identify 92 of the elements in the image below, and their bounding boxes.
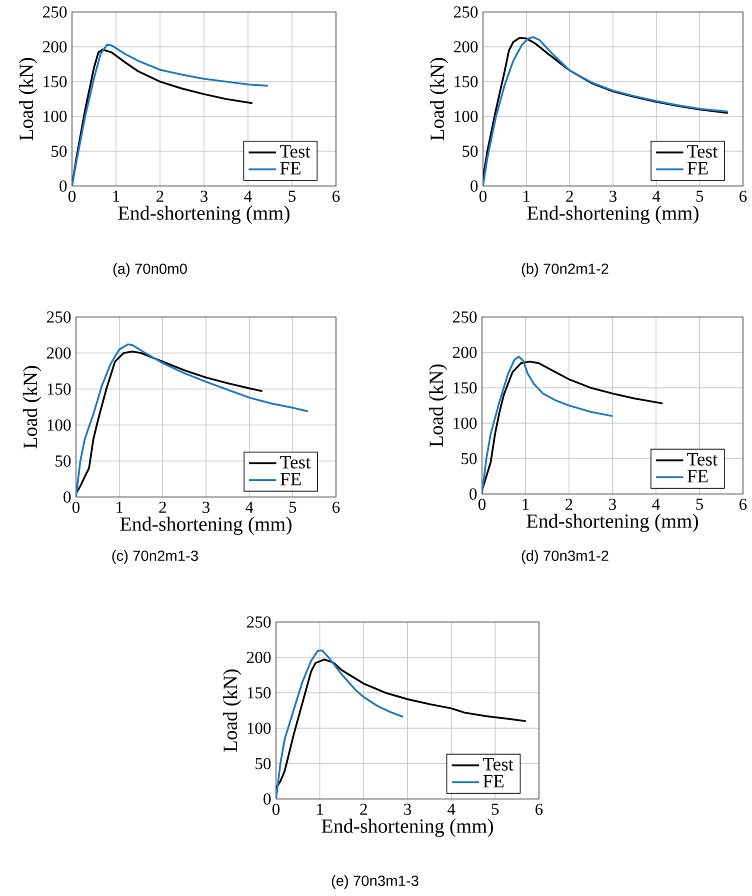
x-tick-label: 6 [332,190,340,202]
x-axis-title: End-shortening (mm) [120,516,292,535]
x-tick-label: 4 [448,804,456,815]
y-tick-label: 0 [470,180,478,192]
x-tick-label: 3 [202,502,210,513]
y-tick-label: 100 [454,110,478,122]
line-series [76,343,309,498]
y-tick-label: 200 [453,346,477,358]
y-tick-label: 250 [43,6,67,18]
text: (b) 70n2m1-2 [522,263,608,277]
legend-label: Test [687,453,718,466]
x-tick-label: 2 [566,498,572,510]
legend-label: FE [280,162,301,174]
x-tick-label: 3 [609,498,616,510]
y-tick-label: 100 [48,419,71,431]
x-tick-label: 5 [696,498,704,510]
y-tick-label: 150 [454,382,477,394]
y-tick-label: 200 [47,347,71,359]
y-axis-title: Load (kN) [19,58,38,140]
x-tick-label: 1 [113,190,120,202]
y-tick-label: 150 [454,76,478,88]
line-series [482,356,614,494]
y-tick-label: 250 [454,6,478,18]
x-tick-label: 2 [566,190,574,202]
x-tick-label: 2 [159,502,166,513]
x-tick-label: 3 [404,804,412,815]
x-tick-label: 0 [480,190,487,202]
x-tick-label: 5 [290,502,296,513]
y-tick-label: 0 [60,180,67,192]
x-tick-label: 0 [72,502,80,513]
legend-label: FE [280,472,301,486]
x-axis-title: End-shortening (mm) [118,206,290,224]
y-tick-label: 250 [47,311,71,323]
text: (e) 70n3m1-3 [332,875,419,889]
y-tick-label: 250 [453,311,477,323]
y-tick-label: 200 [43,41,67,52]
y-tick-label: 100 [44,110,67,122]
legend-label: Test [280,456,311,469]
x-tick-label: 6 [740,498,747,510]
x-axis-title: End-shortening (mm) [526,514,698,532]
x-axis-title: End-shortening (mm) [527,206,699,224]
x-tick-label: 3 [200,190,208,202]
x-tick-label: 5 [492,804,499,815]
y-tick-label: 0 [470,488,477,500]
legend-label: FE [483,775,504,788]
legend-label: Test [280,145,311,158]
x-tick-label: 4 [244,190,252,202]
x-tick-label: 6 [536,804,543,815]
x-tick-label: 6 [740,190,747,202]
y-tick-label: 150 [48,383,71,395]
text: (c) 70n2m1-3 [112,550,198,564]
x-tick-label: 1 [524,190,530,202]
x-tick-label: 1 [522,498,529,510]
y-tick-label: 100 [454,418,477,429]
y-tick-label: 50 [56,455,71,467]
x-tick-label: 1 [317,804,324,815]
legend-label: Test [483,758,514,771]
y-tick-label: 250 [247,616,271,628]
text: (a) 70n0m0 [114,263,188,277]
x-tick-label: 5 [696,190,704,202]
legend-label: FE [688,162,708,174]
y-tick-label: 50 [52,146,67,157]
y-tick-label: 200 [454,41,478,52]
x-tick-label: 2 [360,804,368,815]
legend-label: Test [687,145,718,158]
x-tick-label: 3 [610,190,617,202]
y-tick-label: 150 [248,687,271,698]
y-tick-label: 100 [248,722,271,734]
x-tick-label: 0 [478,498,486,510]
x-tick-label: 0 [272,804,280,815]
x-tick-label: 5 [288,190,296,202]
y-tick-label: 200 [247,652,271,664]
line-series [276,658,527,790]
x-tick-label: 2 [156,190,164,202]
y-axis-title: Load (kN) [223,669,242,752]
y-tick-label: 50 [462,452,477,464]
x-tick-label: 4 [652,190,660,202]
legend-label: FE [688,470,708,482]
text: (d) 70n3m1-2 [522,550,608,564]
x-tick-label: 6 [332,502,340,513]
x-tick-label: 4 [246,502,254,513]
x-axis-title: End-shortening (mm) [322,818,494,837]
x-tick-label: 4 [652,498,660,510]
y-axis-title: Load (kN) [429,364,448,447]
line-series [76,350,264,494]
y-axis-title: Load (kN) [430,58,448,140]
x-tick-label: 1 [116,502,123,513]
y-tick-label: 0 [264,793,271,805]
y-tick-label: 50 [256,758,271,770]
y-axis-title: Load (kN) [23,366,42,448]
y-tick-label: 150 [44,76,67,88]
y-tick-label: 50 [462,146,478,157]
